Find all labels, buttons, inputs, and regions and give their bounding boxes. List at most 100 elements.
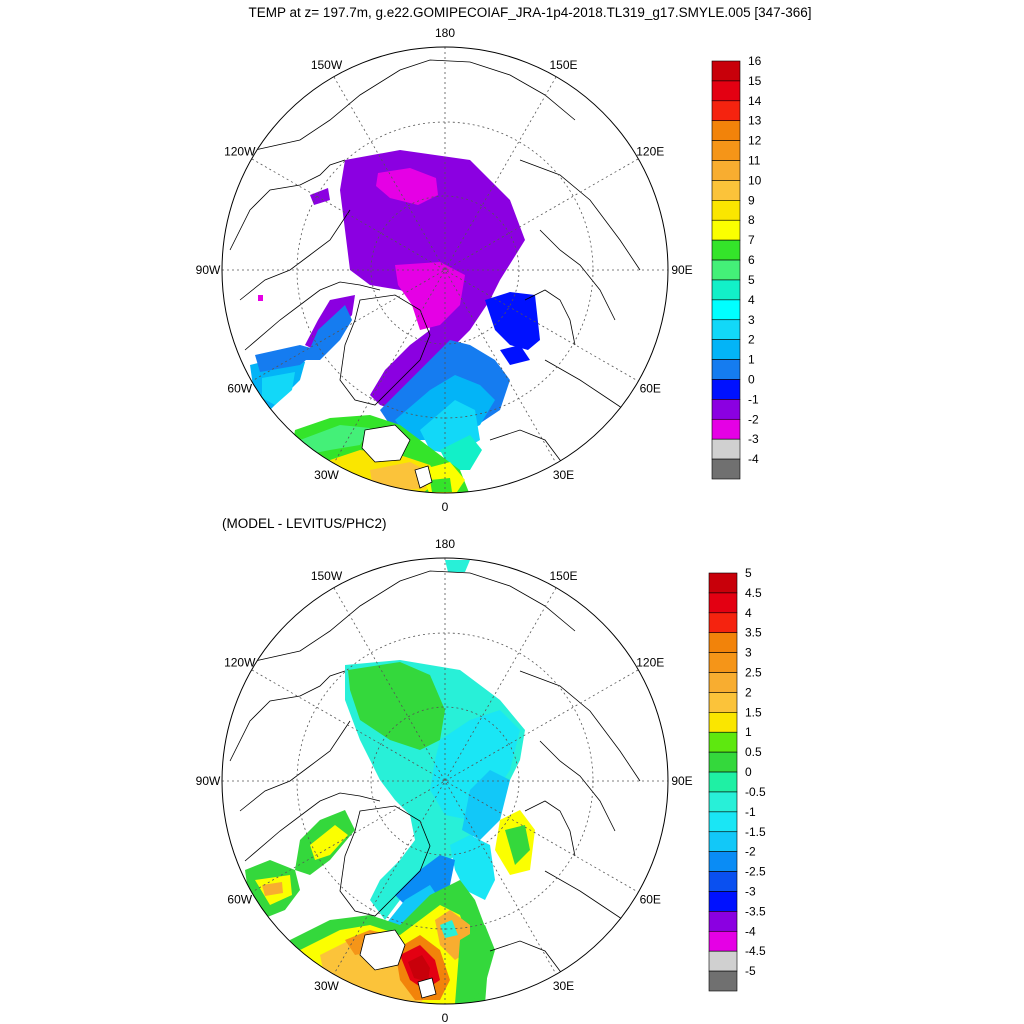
colorbar-swatch xyxy=(708,811,738,833)
colorbar-tick-label: 1 xyxy=(748,353,755,367)
colorbar-tick-label: 6 xyxy=(748,253,755,267)
colorbar-swatch xyxy=(711,140,741,161)
lon-label: 60E xyxy=(640,382,661,396)
colorbar-tick-label: -4 xyxy=(748,452,759,466)
colorbar-swatch xyxy=(711,359,741,380)
colorbar-tick-label: 2.5 xyxy=(745,666,762,680)
colorbar-swatch xyxy=(708,871,738,892)
lon-label: 0 xyxy=(442,500,449,514)
colorbar-swatch xyxy=(711,319,741,340)
colorbar-swatch xyxy=(711,180,741,201)
colorbar-tick-label: 2 xyxy=(748,333,755,347)
colorbar-tick-label: -3.5 xyxy=(745,904,766,918)
colorbar-swatch xyxy=(708,851,738,872)
model-temp-map: 180 150E 120E 90E 60E 30E 0 30W 60W 90W 120W 150W xyxy=(196,26,693,514)
colorbar-swatch xyxy=(711,160,741,181)
colorbar-swatch xyxy=(708,970,738,992)
colorbar-swatch xyxy=(708,592,738,614)
colorbar-swatch xyxy=(711,80,741,102)
lon-label: 60E xyxy=(640,893,661,907)
map-border xyxy=(221,557,669,1005)
lon-label: 120E xyxy=(636,656,664,670)
coastlines xyxy=(229,570,641,999)
colorbar-tick-label: 5 xyxy=(748,273,755,287)
colorbar-tick-label: 4 xyxy=(748,293,755,307)
lon-label: 150W xyxy=(311,569,343,583)
colorbar-tick-label: -3 xyxy=(745,884,756,898)
longitude-labels: 180 150E 120E 90E 60E 30E 0 30W 60W 90W 120W 150W xyxy=(196,537,693,1024)
colorbar-tick-label: -3 xyxy=(748,432,759,446)
colorbar-tick-label: 9 xyxy=(748,193,755,207)
lon-label: 90W xyxy=(196,774,221,788)
colorbar-tick-label: -5 xyxy=(745,964,756,978)
colorbar-swatch xyxy=(708,632,738,653)
colorbar-tick-label: 5 xyxy=(745,566,752,580)
model-minus-obs-map: 180 150E 120E 90E 60E 30E 0 30W 60W 90W 120W 150W xyxy=(196,537,693,1024)
diff-map-subtitle: (MODEL - LEVITUS/PHC2) xyxy=(222,516,387,531)
lon-label: 120W xyxy=(224,656,256,670)
lon-label: 60W xyxy=(227,893,252,907)
colorbar-tick-label: -1 xyxy=(748,392,759,406)
colorbar-swatch xyxy=(708,930,738,952)
colorbar-swatch xyxy=(708,731,738,753)
colorbar-tick-label: -0.5 xyxy=(745,785,766,799)
colorbar-tick-label: -2.5 xyxy=(745,865,766,879)
coastlines xyxy=(229,59,641,489)
lon-label: 120W xyxy=(224,145,256,159)
colorbar-swatch xyxy=(711,438,741,460)
colorbar-swatch xyxy=(708,950,738,972)
colorbar-swatch xyxy=(711,239,741,261)
colorbar-tick-label: 3.5 xyxy=(745,626,762,640)
lon-label: 150E xyxy=(549,58,577,72)
figure-title: TEMP at z= 197.7m, g.e22.GOMIPECOIAF_JRA… xyxy=(249,5,812,20)
colorbar-tick-label: 1 xyxy=(745,725,752,739)
colorbar-tick-label: 13 xyxy=(748,114,762,128)
colorbar-tick-label: 10 xyxy=(748,173,762,187)
colorbar-tick-label: 3 xyxy=(745,646,752,660)
colorbar-swatch xyxy=(711,219,741,241)
lon-label: 90E xyxy=(671,263,692,277)
colorbar-tick-label: -4 xyxy=(745,924,756,938)
colorbar-swatch xyxy=(711,399,741,420)
lon-label: 180 xyxy=(435,26,455,40)
lon-label: 150E xyxy=(549,569,577,583)
colorbar-tick-label: 2 xyxy=(745,685,752,699)
lon-label: 30E xyxy=(553,979,574,993)
map-border xyxy=(221,46,669,494)
colorbar-swatch xyxy=(711,418,741,440)
colorbar-tick-label: 16 xyxy=(748,54,762,68)
colorbar-swatch xyxy=(708,612,738,634)
colorbar-tick-label: 0.5 xyxy=(745,745,762,759)
colorbar-tick-label: 0 xyxy=(745,765,752,779)
colorbar-swatch xyxy=(708,751,738,773)
colorbar-tick-label: 4.5 xyxy=(745,586,762,600)
colorbar-tick-label: 15 xyxy=(748,74,762,88)
lon-label: 180 xyxy=(435,537,455,551)
colorbar-tick-label: 8 xyxy=(748,213,755,227)
colorbar-tick-label: 3 xyxy=(748,313,755,327)
colorbar-swatch xyxy=(711,60,741,82)
colorbar-tick-label: -2 xyxy=(745,845,756,859)
colorbar-swatch xyxy=(708,911,738,932)
colorbar-tick-label: -4.5 xyxy=(745,944,766,958)
graticule xyxy=(222,47,668,493)
colorbar-swatch xyxy=(708,791,738,813)
colorbar-swatch xyxy=(708,652,738,673)
colorbar-tick-label: -1 xyxy=(745,805,756,819)
lon-label: 30W xyxy=(314,979,339,993)
colorbar-tick-label: 11 xyxy=(748,154,761,168)
lon-label: 90E xyxy=(671,774,692,788)
colorbar-swatch xyxy=(711,100,741,122)
colorbar-swatch xyxy=(708,771,738,793)
colorbar-tick-label: 14 xyxy=(748,94,762,108)
colorbar-swatch xyxy=(708,692,738,713)
colorbar-swatch xyxy=(711,279,741,301)
colorbar-swatch xyxy=(708,891,738,912)
colorbar-swatch xyxy=(708,672,738,693)
colorbar-swatch xyxy=(711,299,741,321)
graticule xyxy=(222,558,668,1004)
colorbar-tick-label: 12 xyxy=(748,134,762,148)
colorbar-tick-label: 0 xyxy=(748,372,755,386)
